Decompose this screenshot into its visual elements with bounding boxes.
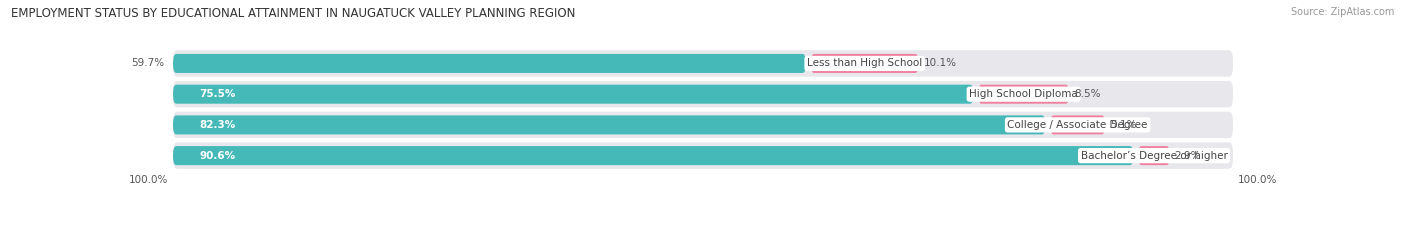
Text: 59.7%: 59.7% (131, 58, 165, 69)
Text: College / Associate Degree: College / Associate Degree (1008, 120, 1147, 130)
Text: 75.5%: 75.5% (200, 89, 236, 99)
Text: 90.6%: 90.6% (200, 151, 236, 161)
FancyBboxPatch shape (1139, 146, 1170, 165)
Text: Bachelor’s Degree or higher: Bachelor’s Degree or higher (1081, 151, 1227, 161)
FancyBboxPatch shape (1050, 115, 1105, 134)
Text: Source: ZipAtlas.com: Source: ZipAtlas.com (1291, 7, 1395, 17)
Text: 100.0%: 100.0% (1239, 175, 1278, 185)
FancyBboxPatch shape (811, 54, 918, 73)
Text: 2.9%: 2.9% (1174, 151, 1201, 161)
Text: 10.1%: 10.1% (924, 58, 956, 69)
Text: Less than High School: Less than High School (807, 58, 922, 69)
Text: EMPLOYMENT STATUS BY EDUCATIONAL ATTAINMENT IN NAUGATUCK VALLEY PLANNING REGION: EMPLOYMENT STATUS BY EDUCATIONAL ATTAINM… (11, 7, 575, 20)
FancyBboxPatch shape (173, 81, 1233, 107)
Text: 8.5%: 8.5% (1074, 89, 1101, 99)
Text: 82.3%: 82.3% (200, 120, 236, 130)
Legend: In Labor Force, Unemployed: In Labor Force, Unemployed (610, 231, 796, 233)
FancyBboxPatch shape (173, 142, 1233, 169)
FancyBboxPatch shape (173, 146, 1133, 165)
FancyBboxPatch shape (173, 50, 1233, 77)
FancyBboxPatch shape (173, 85, 973, 104)
FancyBboxPatch shape (173, 112, 1233, 138)
Text: High School Diploma: High School Diploma (969, 89, 1078, 99)
Text: 100.0%: 100.0% (128, 175, 167, 185)
FancyBboxPatch shape (173, 54, 806, 73)
Text: 5.1%: 5.1% (1109, 120, 1136, 130)
FancyBboxPatch shape (979, 85, 1069, 104)
FancyBboxPatch shape (173, 115, 1045, 134)
